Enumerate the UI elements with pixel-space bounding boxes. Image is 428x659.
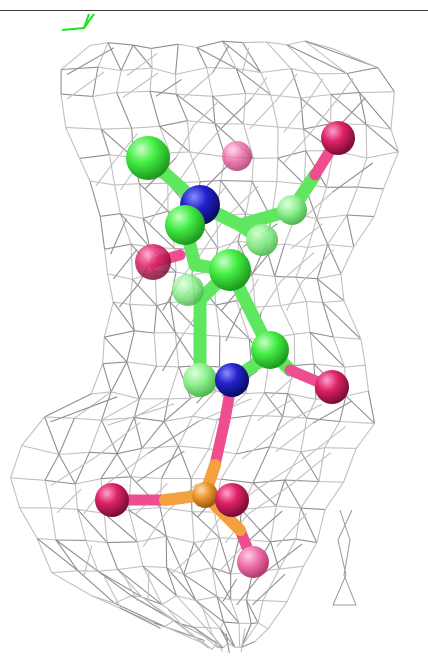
atom-carbon [277,195,307,225]
atom-oxygen [215,483,249,517]
atom-nitrogen [215,363,249,397]
atom-oxygen [315,370,349,404]
stray-mesh-fragment [332,509,357,606]
atom-oxygen [237,546,269,578]
electron-density-mesh [10,40,399,653]
viewer-top-border [0,10,428,11]
atom-oxygen [321,121,355,155]
atom-carbon [251,331,289,369]
atom-oxygen [135,244,171,280]
ball-and-stick-molecule [95,121,355,578]
atom-carbon [172,274,204,306]
atom-oxygen [222,141,252,171]
atom-carbon [246,224,278,256]
atom-phosphorus [192,482,218,508]
atom-carbon [165,205,205,245]
atom-carbon [209,249,251,291]
atom-oxygen [95,483,129,517]
atom-carbon [126,136,170,180]
atom-carbon [183,363,217,397]
axis-indicator-icon [61,13,95,31]
